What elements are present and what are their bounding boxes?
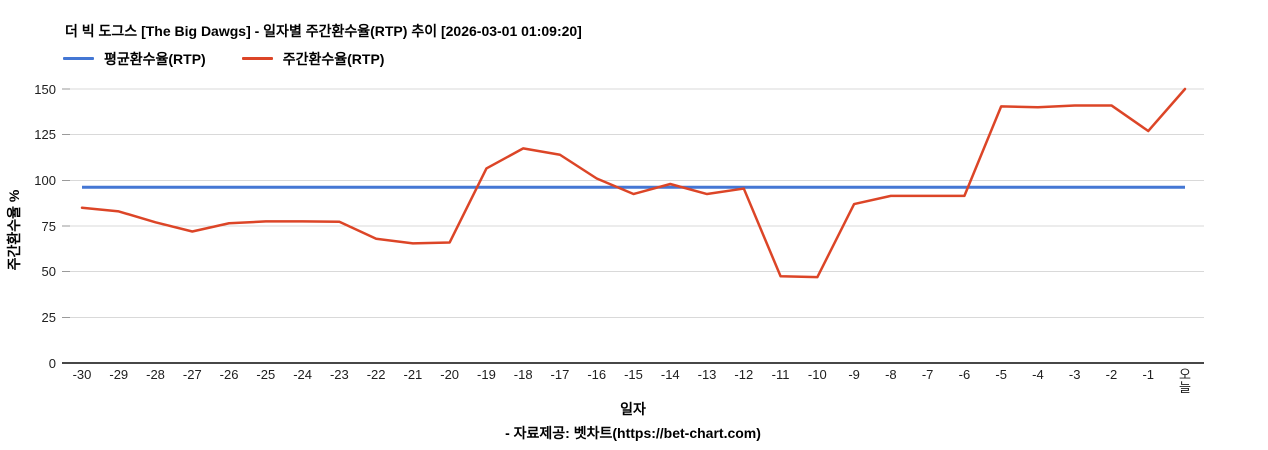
x-tick-label--16: -16 [587,367,607,382]
source-note: - 자료제공: 벳차트(https://bet-chart.com) [505,425,761,441]
x-axis-title: 일자 [620,401,646,417]
x-tick-label--24: -24 [293,367,312,382]
y-tick-label-0: 0 [48,355,56,371]
legend-label-weekly: 주간환수율(RTP) [282,50,385,67]
x-tick-label--6: -6 [958,367,971,382]
legend-item-weekly-rtp: 주간환수율(RTP) [241,50,385,67]
series-line-weekly-rtp [80,87,1187,279]
x-tick-label--5: -5 [995,367,1007,382]
legend-item-average-rtp: 평균환수율(RTP) [63,50,206,67]
x-tick-label--20: -20 [440,367,460,382]
x-tick-label--9: -9 [848,367,860,382]
x-tick-label--18: -18 [513,367,533,382]
x-tick-label-오늘: 오늘 [1179,367,1191,395]
x-tick-label--21: -21 [403,367,423,382]
legend: 평균환수율(RTP) 주간환수율(RTP) [63,50,384,67]
x-tick-label--28: -28 [146,367,165,382]
x-tick-label--15: -15 [624,367,643,382]
x-tick-label--1: -1 [1142,367,1154,382]
y-tick-label-75: 75 [41,218,56,234]
y-tick-label-100: 100 [34,172,56,188]
x-tick-label--11: -11 [771,367,790,382]
legend-line-swatch-weekly [241,57,273,60]
x-tick-label--29: -29 [109,367,129,382]
y-tick-label-50: 50 [41,264,56,280]
x-tick-label--22: -22 [366,367,386,382]
x-tick-label--3: -3 [1068,367,1081,382]
y-tick-label-150: 150 [34,81,56,97]
legend-line-swatch-average [63,57,94,60]
x-tick-label--4: -4 [1032,367,1044,382]
x-tick-label--14: -14 [660,367,680,382]
x-tick-label--25: -25 [256,367,276,382]
x-tick-label--27: -27 [182,367,202,382]
x-tick-label--23: -23 [329,367,349,382]
x-tick-label--13: -13 [697,367,717,382]
x-tick-label--19: -19 [477,367,496,382]
y-tick-label-25: 25 [41,309,56,325]
x-tick-label--30: -30 [72,367,92,382]
x-tick-label--12: -12 [734,367,754,382]
y-tick-label-125: 125 [34,127,56,143]
x-tick-label--7: -7 [921,367,934,382]
x-tick-label--8: -8 [885,367,897,382]
chart-title: 더 빅 도그스 [The Big Dawgs] - 일자별 주간환수율(RTP)… [65,23,582,39]
x-tick-label--26: -26 [219,367,239,382]
x-tick-label--17: -17 [550,367,570,382]
x-tick-label--10: -10 [807,367,827,382]
legend-label-average: 평균환수율(RTP) [104,50,206,67]
x-tick-label--2: -2 [1105,367,1118,382]
